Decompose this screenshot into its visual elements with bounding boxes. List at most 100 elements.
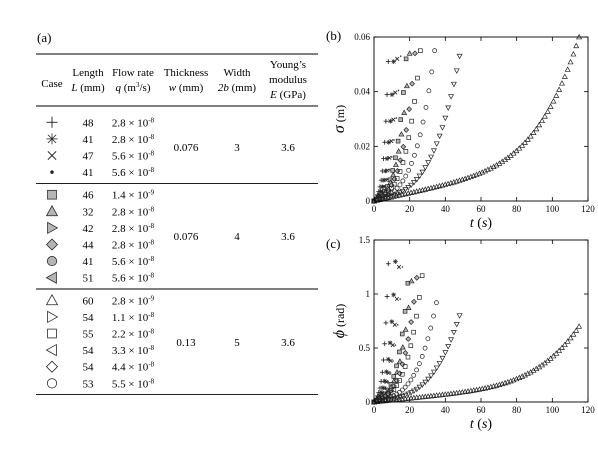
cell-modulus: 3.6 [281, 231, 295, 243]
data-point [391, 188, 397, 194]
diamond-filled-icon [45, 238, 59, 251]
cell-length: 54 [83, 312, 95, 324]
cell-flow-rate: 2.8 × 10-8 [112, 133, 155, 146]
data-point [384, 369, 389, 375]
data-point [385, 59, 391, 64]
data-point [550, 352, 557, 359]
data-point [408, 319, 414, 325]
data-point [399, 344, 406, 350]
data-point [399, 361, 406, 368]
data-point [386, 370, 391, 376]
data-point [399, 331, 405, 337]
data-point [490, 163, 497, 170]
header-length-unit: L (mm) [70, 82, 105, 94]
y-tick-label: 1.5 [359, 235, 371, 245]
data-point [382, 341, 388, 347]
data-point [397, 182, 403, 188]
cell-flow-rate: 2.8 × 10-8 [112, 116, 155, 129]
data-point [576, 323, 583, 329]
data-point [399, 55, 402, 57]
data-point [417, 361, 422, 367]
data-point [419, 382, 426, 388]
data-point [413, 274, 420, 281]
data-point [405, 381, 411, 387]
data-point [573, 327, 580, 333]
cell-length: 46 [83, 190, 95, 202]
data-point [428, 373, 435, 379]
data-point [393, 90, 398, 95]
data-point [389, 186, 394, 191]
data-point [556, 347, 563, 353]
data-point [544, 108, 551, 114]
data-point [402, 309, 408, 314]
cell-length: 51 [83, 273, 94, 285]
table-group: 46 1.4 × 10-9 32 2.8 × 10-8 42 2.8 × 10-8 44 2.… [45, 189, 295, 285]
data-point [436, 360, 443, 367]
data-point [392, 360, 394, 362]
data-point [419, 273, 425, 278]
chart-markers [371, 33, 583, 205]
triangle-right-open-icon [47, 310, 59, 324]
data-point [400, 160, 406, 165]
data-point [448, 94, 455, 100]
x-tick-label: 60 [477, 204, 487, 214]
series-triangle-down-open [371, 53, 463, 205]
data-point [391, 59, 397, 64]
data-point [419, 354, 425, 359]
data-point [402, 187, 409, 193]
table-header: Case Length L (mm) Flow rate q (m3/s) Thickne… [41, 59, 307, 101]
triangle-right-filled-icon [47, 221, 59, 235]
chart-markers [371, 259, 583, 406]
y-tick-label: 1 [366, 289, 371, 299]
data-point [414, 367, 419, 373]
data-point [390, 168, 395, 173]
cell-thickness: 0.13 [176, 337, 196, 349]
data-point [402, 392, 409, 399]
data-point [493, 162, 500, 168]
cell-flow-rate: 2.8 × 10-9 [112, 294, 155, 307]
data-point [390, 192, 397, 199]
data-point [391, 156, 393, 158]
table-row: 32 2.8 × 10-8 [45, 205, 155, 218]
y-tick-label: 0 [366, 196, 371, 206]
data-point [448, 337, 455, 343]
data-point [392, 181, 397, 187]
data-point [389, 139, 394, 144]
data-point [408, 277, 415, 284]
y-tick-label: 0.5 [359, 343, 371, 353]
dot-icon [50, 170, 54, 174]
data-point [390, 396, 397, 402]
x-axis-label: t (s) [470, 216, 493, 230]
data-point [396, 190, 403, 196]
table-row: 46 1.4 × 10-9 [47, 189, 155, 202]
table-rules [36, 53, 318, 396]
data-point [412, 50, 418, 57]
circle-filled-icon [46, 256, 58, 267]
data-point [539, 117, 546, 124]
data-point [410, 388, 417, 395]
data-point [389, 92, 395, 98]
header-flow-unit: q (m3/s) [116, 81, 151, 94]
series-triangle-down-open [371, 313, 463, 406]
data-point [411, 329, 416, 335]
header-width-unit: 2b (mm) [218, 82, 257, 94]
data-point [384, 156, 390, 162]
x-tick-label: 120 [581, 405, 595, 415]
data-point [399, 393, 406, 400]
data-point [393, 139, 395, 141]
data-point [570, 51, 577, 57]
cell-flow-rate: 5.6 × 10-8 [112, 255, 155, 268]
data-point [524, 136, 531, 142]
plot-frame [373, 239, 589, 403]
data-point [393, 191, 400, 198]
data-point [406, 135, 412, 140]
data-point [389, 319, 395, 325]
cell-flow-rate: 5.6 × 10-8 [112, 166, 155, 179]
data-point [530, 367, 537, 373]
data-point [558, 80, 565, 86]
cell-length: 44 [83, 240, 95, 252]
x-tick-label: 60 [477, 405, 487, 415]
data-point [396, 394, 403, 401]
data-point [425, 376, 432, 383]
data-point [395, 56, 400, 61]
